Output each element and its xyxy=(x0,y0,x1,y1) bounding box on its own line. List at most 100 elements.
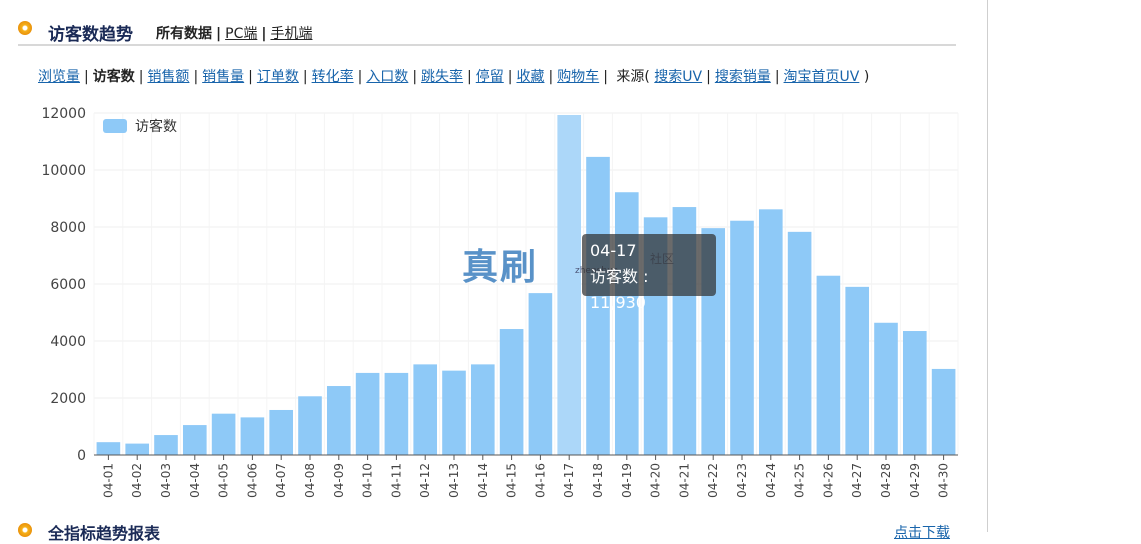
metric-pageviews[interactable]: 浏览量 xyxy=(38,69,80,85)
legend-label: 访客数 xyxy=(135,118,177,135)
x-tick-label: 04-10 xyxy=(361,463,375,498)
bar xyxy=(874,322,898,455)
metric-separator: | xyxy=(548,69,554,85)
source-label: 来源( xyxy=(616,69,650,85)
tab-pc[interactable]: PC端 xyxy=(225,26,258,42)
bar xyxy=(787,231,812,455)
metric-orders[interactable]: 订单数 xyxy=(256,69,299,85)
metric-separator: | xyxy=(138,69,144,85)
tab-separator: | xyxy=(216,26,222,42)
x-tick-label: 04-18 xyxy=(591,463,605,498)
y-tick-label: 12000 xyxy=(41,106,86,122)
x-tick-label: 04-09 xyxy=(332,463,346,498)
tooltip-value: 访客数 : 11,930 xyxy=(590,267,649,312)
metric-separator: | xyxy=(84,69,89,85)
x-tick-label: 04-13 xyxy=(447,463,461,498)
metric-visitors: 访客数 xyxy=(92,69,135,85)
metric-bounce[interactable]: 跳失率 xyxy=(421,69,464,85)
x-tick-label: 04-24 xyxy=(764,463,778,498)
x-tick-label: 04-25 xyxy=(793,463,807,498)
bar xyxy=(240,417,265,455)
bar xyxy=(413,364,438,455)
bar xyxy=(298,396,322,455)
x-tick-label: 04-26 xyxy=(821,463,835,498)
bar xyxy=(499,329,524,455)
legend-swatch xyxy=(103,119,127,133)
bar xyxy=(758,209,783,455)
x-tick-label: 04-01 xyxy=(101,463,115,498)
metric-separator: | xyxy=(774,69,780,85)
chart-tooltip: 04-17 访客数 : 11,930 xyxy=(582,234,716,312)
metric-links: 浏览量 | 访客数 | 销售额 | 销售量 | 订单数 | 转化率 | 入口数 | 跳失率 | 停留 | 收藏 | 购物… xyxy=(38,66,869,86)
bar xyxy=(211,413,236,455)
x-tick-label: 04-20 xyxy=(649,463,663,498)
bar xyxy=(125,443,150,455)
metric-separator: | xyxy=(193,69,199,85)
x-tick-label: 04-02 xyxy=(130,463,144,498)
metric-separator: | xyxy=(706,69,711,85)
bar xyxy=(269,409,294,455)
watermark-logo: 真刷 xyxy=(462,246,539,288)
bar xyxy=(442,370,466,455)
x-tick-label: 04-23 xyxy=(735,463,749,498)
bar xyxy=(96,442,121,455)
y-tick-label: 6000 xyxy=(50,277,86,293)
x-tick-label: 04-29 xyxy=(908,463,922,498)
bar xyxy=(326,386,351,455)
device-tabs: 所有数据 | PC端 | 手机端 xyxy=(156,23,312,43)
y-tick-label: 0 xyxy=(77,448,86,464)
bar xyxy=(557,114,582,456)
metric-entries[interactable]: 入口数 xyxy=(366,69,409,85)
x-tick-label: 04-07 xyxy=(274,463,288,498)
metric-separator: | xyxy=(248,69,253,85)
metric-cart[interactable]: 购物车 xyxy=(557,69,600,85)
y-tick-label: 4000 xyxy=(50,334,86,350)
x-tick-label: 04-21 xyxy=(677,463,691,498)
metric-stay[interactable]: 停留 xyxy=(475,69,504,85)
metric-favorites[interactable]: 收藏 xyxy=(516,69,545,85)
bar xyxy=(614,192,639,455)
x-tick-label: 04-30 xyxy=(937,463,951,498)
x-tick-label: 04-22 xyxy=(706,463,720,498)
y-tick-label: 8000 xyxy=(50,220,86,236)
metric-separator: | xyxy=(357,69,363,85)
next-section-title: 全指标趋势报表 xyxy=(48,524,161,543)
x-tick-label: 04-11 xyxy=(389,463,403,498)
x-tick-label: 04-17 xyxy=(562,463,576,498)
metric-conversion[interactable]: 转化率 xyxy=(311,69,354,85)
x-tick-label: 04-16 xyxy=(533,463,547,498)
metric-sales-amount[interactable]: 销售额 xyxy=(147,69,190,85)
y-tick-label: 10000 xyxy=(41,163,86,179)
x-tick-label: 04-28 xyxy=(879,463,893,498)
metric-separator: | xyxy=(302,69,308,85)
source-taobao-home-uv[interactable]: 淘宝首页UV xyxy=(783,69,860,85)
x-tick-label: 04-04 xyxy=(188,463,202,498)
section-title: 访客数趋势 xyxy=(48,25,133,45)
bar xyxy=(182,425,207,455)
source-search-uv[interactable]: 搜索UV xyxy=(654,69,703,85)
bar xyxy=(730,220,754,455)
bullet-icon xyxy=(18,21,32,35)
bar xyxy=(845,286,870,455)
bar xyxy=(528,293,553,455)
metric-separator: | xyxy=(507,69,513,85)
download-link[interactable]: 点击下载 xyxy=(894,525,950,541)
bullet-icon xyxy=(18,523,32,537)
source-close: ) xyxy=(863,69,870,85)
section-header: 访客数趋势 所有数据 | PC端 | 手机端 xyxy=(18,18,956,46)
x-tick-label: 04-05 xyxy=(217,463,231,498)
metric-separator: | xyxy=(412,69,418,85)
tab-all-data[interactable]: 所有数据 xyxy=(156,26,212,42)
tab-separator: | xyxy=(261,26,267,42)
source-search-sales[interactable]: 搜索销量 xyxy=(714,69,771,85)
x-tick-label: 04-27 xyxy=(850,463,864,498)
bar xyxy=(154,435,178,455)
visitor-trend-panel: 访客数趋势 所有数据 | PC端 | 手机端 浏览量 | 访客数 | 销售额 | 销售量 | 订单数 | 转… xyxy=(18,0,988,543)
bar xyxy=(355,372,380,455)
x-tick-label: 04-03 xyxy=(159,463,173,498)
x-tick-label: 04-15 xyxy=(505,463,519,498)
metric-separator: | xyxy=(467,69,472,85)
metric-sales-volume[interactable]: 销售量 xyxy=(202,69,245,85)
bar xyxy=(586,156,610,455)
tab-mobile[interactable]: 手机端 xyxy=(270,26,313,42)
